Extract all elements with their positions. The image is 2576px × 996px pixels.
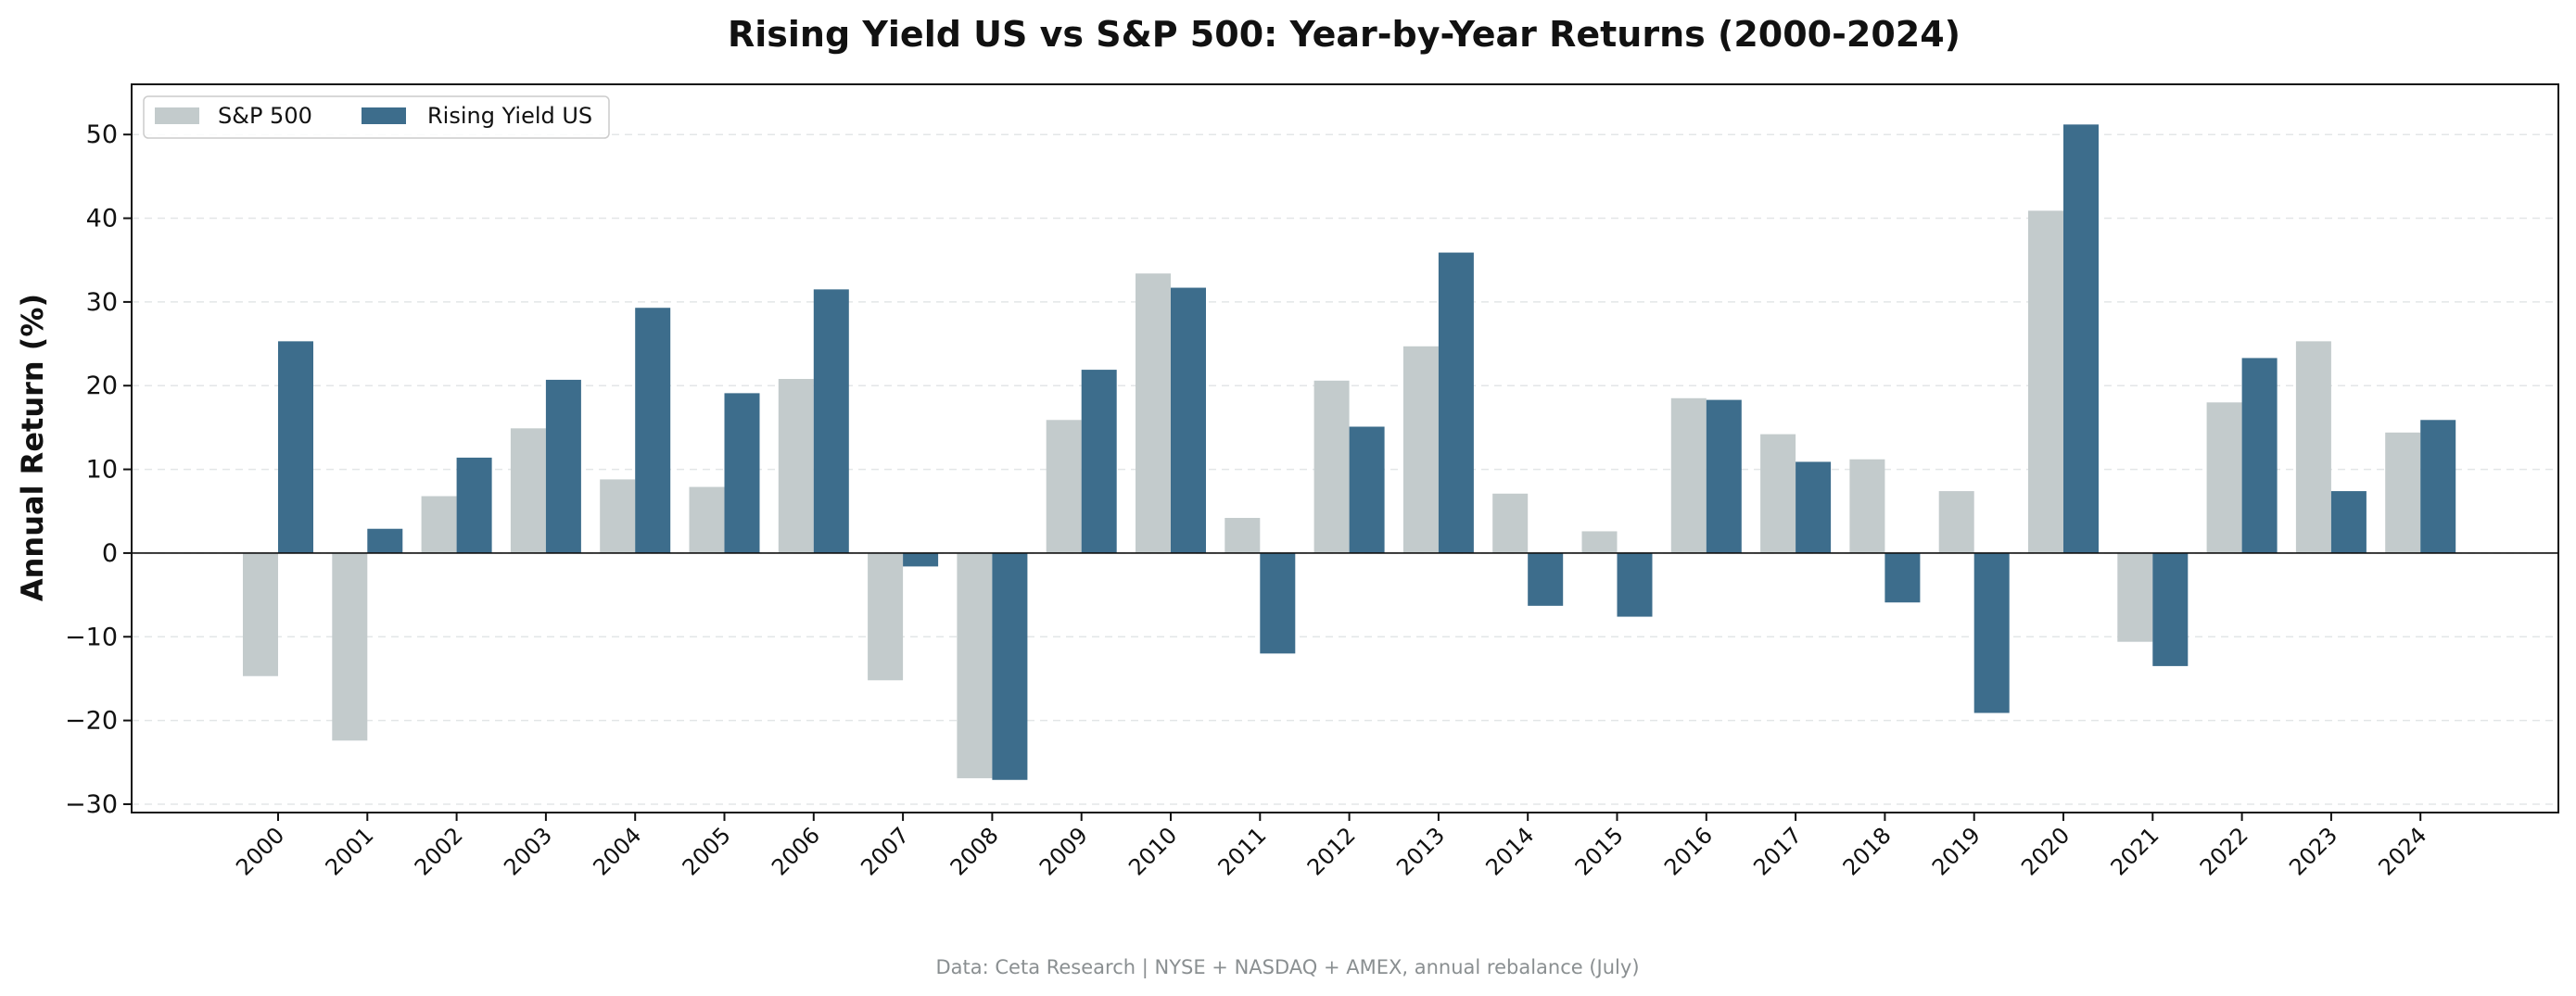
bars xyxy=(243,124,2456,780)
y-tick-label: 50 xyxy=(86,120,118,149)
x-tick-label: 2016 xyxy=(1659,822,1718,880)
rising-yield-bar-2022 xyxy=(2241,358,2278,553)
x-tick-label: 2005 xyxy=(678,822,736,880)
rising-yield-bar-2018 xyxy=(1884,552,1921,603)
y-tick-label: 40 xyxy=(86,205,118,233)
rising-yield-bar-2015 xyxy=(1617,552,1653,617)
x-tick-label: 2020 xyxy=(2016,822,2075,880)
y-tick-label: 10 xyxy=(86,456,118,485)
sp500-bar-2016 xyxy=(1670,397,1707,553)
rising-yield-bar-2020 xyxy=(2063,124,2099,553)
x-tick-label: 2024 xyxy=(2373,822,2431,880)
sp500-bar-2011 xyxy=(1225,517,1261,553)
sp500-bar-2024 xyxy=(2385,432,2421,553)
legend: S&P 500 Rising Yield US xyxy=(143,95,610,139)
y-axis-label: Annual Return (%) xyxy=(15,294,50,601)
x-tick-label: 2011 xyxy=(1213,822,1272,880)
x-tick-label: 2001 xyxy=(321,822,379,880)
rising-yield-bar-2017 xyxy=(1796,461,1832,553)
x-tick-label: 2008 xyxy=(945,822,1004,880)
x-tick-label: 2006 xyxy=(767,822,825,880)
sp500-bar-2007 xyxy=(868,552,904,681)
footnote: Data: Ceta Research | NYSE + NASDAQ + AM… xyxy=(935,956,1639,979)
y-tick-label: 30 xyxy=(86,288,118,317)
sp500-bar-2005 xyxy=(689,486,725,553)
x-tick-label: 2010 xyxy=(1123,822,1182,880)
rising-yield-bar-2004 xyxy=(635,308,671,553)
x-tick-label: 2019 xyxy=(1927,822,1986,880)
rising-yield-bar-2002 xyxy=(456,457,492,553)
sp500-bar-2012 xyxy=(1313,380,1350,553)
x-tick-label: 2003 xyxy=(499,822,557,880)
rising-yield-bar-2003 xyxy=(545,379,581,553)
rising-yield-bar-2010 xyxy=(1171,287,1206,553)
sp500-bar-2001 xyxy=(332,552,368,741)
x-tick-label: 2023 xyxy=(2284,822,2342,880)
sp500-bar-2013 xyxy=(1402,346,1439,553)
x-tick-label: 2012 xyxy=(1302,822,1361,880)
sp500-bar-2009 xyxy=(1046,420,1082,553)
sp500-bar-2021 xyxy=(2117,552,2153,642)
y-tick-label: 0 xyxy=(102,539,118,568)
rising-yield-bar-2012 xyxy=(1349,426,1385,553)
x-tick-label: 2015 xyxy=(1570,822,1629,880)
x-tick-label: 2022 xyxy=(2195,822,2253,880)
x-tick-label: 2021 xyxy=(2106,822,2164,880)
plot-area-frame xyxy=(131,83,2559,813)
y-tick-label: −30 xyxy=(65,790,118,819)
sp500-bar-2010 xyxy=(1136,273,1171,553)
x-tick-label: 2000 xyxy=(231,822,289,880)
rising-yield-bar-2006 xyxy=(813,289,849,553)
x-tick-label: 2017 xyxy=(1748,822,1807,880)
x-tick-label: 2002 xyxy=(410,822,468,880)
sp500-bar-2022 xyxy=(2206,402,2242,553)
rising-yield-bar-2013 xyxy=(1438,252,1474,553)
sp500-bar-2003 xyxy=(510,428,546,553)
rising-yield-bar-2016 xyxy=(1706,399,1742,553)
x-tick-label: 2018 xyxy=(1838,822,1897,880)
rising-yield-bar-2021 xyxy=(2152,552,2189,666)
x-tick-label: 2014 xyxy=(1480,822,1539,880)
rising-yield-bar-2009 xyxy=(1081,370,1117,553)
rising-yield-bar-2007 xyxy=(903,552,939,567)
sp500-bar-2008 xyxy=(957,552,993,778)
chart-title: Rising Yield US vs S&P 500: Year-by-Year… xyxy=(728,14,1961,55)
sp500-bar-2006 xyxy=(778,379,814,553)
rising-yield-bar-2019 xyxy=(1973,552,2010,713)
x-tick-label: 2013 xyxy=(1391,822,1450,880)
y-tick-label: 20 xyxy=(86,372,118,400)
x-axis: 2000 2001 2002 2003 2004 2005 2006 2007 2008 2009… xyxy=(231,813,2431,880)
legend-label: Rising Yield US xyxy=(427,103,592,129)
rising-yield-bar-2000 xyxy=(278,341,313,553)
x-tick-label: 2004 xyxy=(588,822,646,880)
sp500-bar-2017 xyxy=(1760,434,1796,553)
sp500-bar-2004 xyxy=(600,479,636,553)
sp500-bar-2015 xyxy=(1581,531,1618,553)
x-tick-label: 2007 xyxy=(856,822,914,880)
legend-label: S&P 500 xyxy=(218,103,312,129)
y-tick-label: −10 xyxy=(65,623,118,651)
rising-yield-bar-2001 xyxy=(367,528,403,553)
sp500-bar-2020 xyxy=(2028,210,2063,553)
sp500-bar-2023 xyxy=(2295,341,2331,553)
rising-yield-bar-2014 xyxy=(1528,552,1564,606)
sp500-bar-2002 xyxy=(421,496,457,553)
y-tick-label: −20 xyxy=(65,707,118,736)
legend-swatch xyxy=(155,107,199,124)
rising-yield-bar-2005 xyxy=(724,393,760,553)
sp500-bar-2019 xyxy=(1938,491,1974,553)
rising-yield-bar-2008 xyxy=(992,552,1028,780)
sp500-bar-2018 xyxy=(1849,459,1885,553)
rising-yield-bar-2023 xyxy=(2330,491,2367,553)
sp500-bar-2014 xyxy=(1492,493,1529,553)
rising-yield-bar-2024 xyxy=(2420,420,2456,553)
x-tick-label: 2009 xyxy=(1034,822,1093,880)
legend-swatch xyxy=(362,107,406,124)
rising-yield-bar-2011 xyxy=(1260,552,1296,654)
sp500-bar-2000 xyxy=(243,552,278,676)
y-axis: −30 −20 −10 0 10 20 30 40 50 xyxy=(65,120,132,819)
